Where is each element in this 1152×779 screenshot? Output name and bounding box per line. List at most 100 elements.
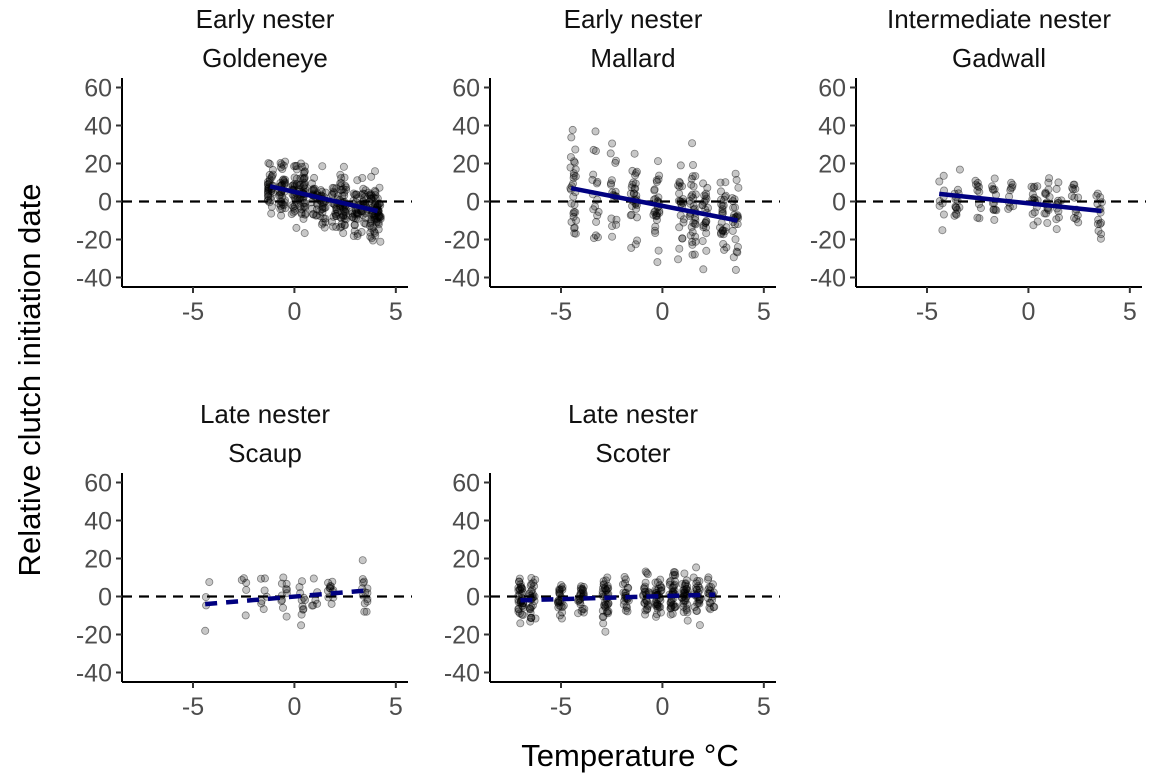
data-point <box>353 229 362 238</box>
data-point <box>671 602 680 611</box>
data-point <box>299 174 308 183</box>
data-point <box>641 606 650 615</box>
data-point <box>361 186 370 195</box>
data-point <box>718 205 727 214</box>
y-tick-label: 20 <box>84 151 112 179</box>
data-point <box>287 210 296 219</box>
data-point <box>354 209 363 218</box>
data-point <box>371 231 380 240</box>
data-point <box>559 601 568 610</box>
data-point <box>290 206 299 215</box>
data-point <box>300 596 309 605</box>
data-point <box>309 210 318 219</box>
data-point <box>569 171 578 180</box>
data-point <box>370 227 379 236</box>
data-point <box>263 192 272 201</box>
data-point <box>528 601 537 610</box>
data-point <box>683 600 692 609</box>
data-point <box>935 201 944 210</box>
data-point <box>652 176 661 185</box>
data-point <box>593 177 602 186</box>
data-point <box>719 230 728 239</box>
data-point <box>309 185 318 194</box>
data-point <box>668 583 677 592</box>
y-tick-label: 60 <box>84 75 112 103</box>
data-point <box>351 214 360 223</box>
data-point <box>320 203 329 212</box>
data-point <box>341 208 350 217</box>
data-point <box>1073 211 1082 220</box>
data-point <box>525 604 534 613</box>
data-point <box>688 240 697 249</box>
data-point <box>687 192 696 201</box>
data-point <box>641 578 650 587</box>
data-point <box>666 603 675 612</box>
panel-title-line: Goldeneye <box>202 43 328 73</box>
data-point <box>603 573 612 582</box>
data-point <box>651 600 660 609</box>
data-point <box>1052 215 1061 224</box>
data-point <box>340 191 349 200</box>
data-point <box>201 626 210 635</box>
data-point <box>992 206 1001 215</box>
data-point <box>300 162 309 171</box>
data-point <box>527 613 536 622</box>
data-point <box>709 603 718 612</box>
data-point <box>651 222 660 231</box>
data-point <box>556 597 565 606</box>
data-point <box>683 616 692 625</box>
data-point <box>718 207 727 216</box>
data-point <box>282 579 291 588</box>
y-tick-label: -20 <box>76 227 112 255</box>
data-point <box>593 233 602 242</box>
data-point <box>679 597 688 606</box>
y-tick-label: 20 <box>452 546 480 574</box>
data-point <box>331 209 340 218</box>
data-point <box>288 181 297 190</box>
data-point <box>376 201 385 210</box>
data-point <box>666 599 675 608</box>
data-point <box>705 598 714 607</box>
data-point <box>566 163 575 172</box>
data-point <box>341 181 350 190</box>
data-point <box>1006 184 1015 193</box>
data-point <box>515 577 524 586</box>
data-point <box>337 178 346 187</box>
data-point <box>324 578 333 587</box>
data-point <box>632 204 641 213</box>
data-point <box>336 223 345 232</box>
data-point <box>603 607 612 616</box>
data-point <box>365 191 374 200</box>
data-point <box>569 173 578 182</box>
data-point <box>666 604 675 613</box>
data-point <box>734 183 743 192</box>
data-point <box>364 188 373 197</box>
y-tick-label: 0 <box>466 584 480 612</box>
data-point <box>282 585 291 594</box>
data-point <box>360 607 369 616</box>
data-point <box>653 602 662 611</box>
panel-title-line: Early nester <box>564 4 703 34</box>
data-point <box>628 166 637 175</box>
x-tick-label: -5 <box>550 693 572 721</box>
data-point <box>693 606 702 615</box>
data-point <box>721 227 730 236</box>
data-point <box>375 211 384 220</box>
data-point <box>558 583 567 592</box>
data-point <box>576 598 585 607</box>
data-point <box>951 202 960 211</box>
data-point <box>571 145 580 154</box>
data-point <box>363 597 372 606</box>
data-point <box>367 215 376 224</box>
data-point <box>328 222 337 231</box>
data-point <box>570 224 579 233</box>
x-tick-label: 0 <box>287 693 301 721</box>
data-point <box>601 627 610 636</box>
data-point <box>692 563 701 572</box>
data-point <box>297 162 306 171</box>
data-point <box>515 609 524 618</box>
data-point <box>570 158 579 167</box>
data-point <box>366 232 375 241</box>
data-point <box>525 603 534 612</box>
data-point <box>719 239 728 248</box>
